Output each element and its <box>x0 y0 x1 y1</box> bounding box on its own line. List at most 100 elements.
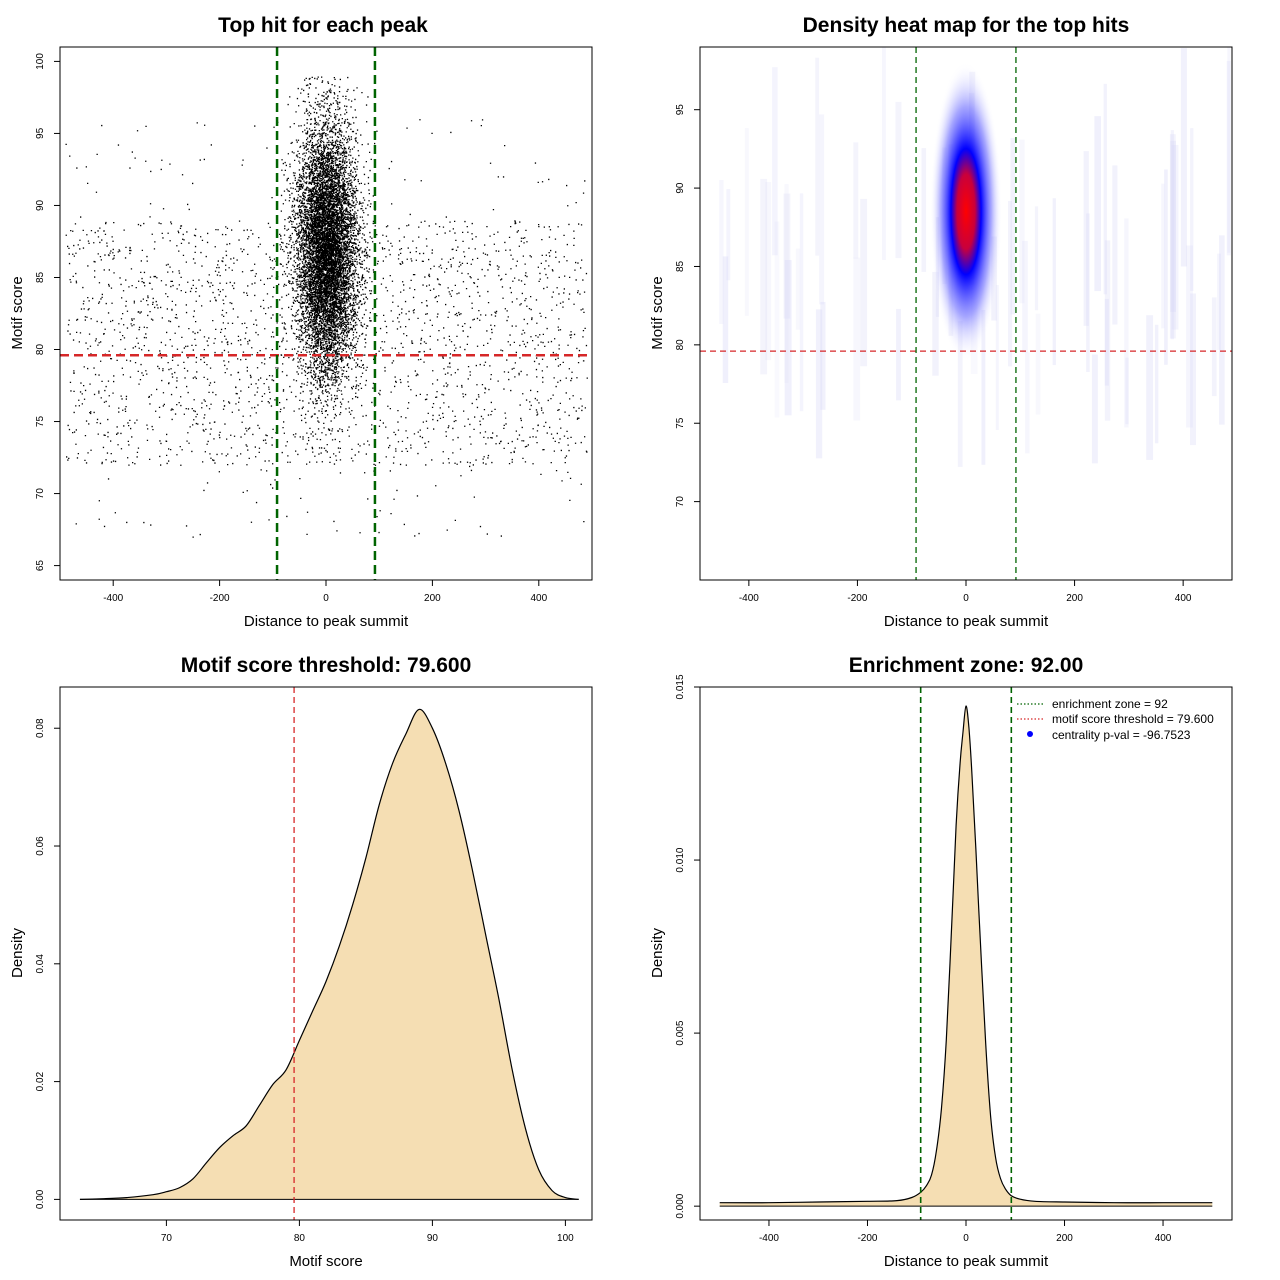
heatmap-faint-cell <box>1103 83 1107 295</box>
y-tick-label: 0.08 <box>35 718 46 738</box>
heatmap-faint-cell <box>1164 169 1168 365</box>
heatmap-faint-cell <box>895 101 902 259</box>
y-tick-label: 90 <box>35 199 46 211</box>
heatmap-faint-cell <box>1227 47 1231 253</box>
heatmap-faint-cell <box>815 309 823 459</box>
heatmap-faint-cell <box>1217 253 1221 350</box>
x-tick-label: -400 <box>103 593 123 604</box>
density-fill <box>719 705 1213 1207</box>
y-tick-label: 65 <box>35 560 46 572</box>
y-tick-label: 0.04 <box>35 954 46 974</box>
y-tick-label: 95 <box>35 127 46 139</box>
score-density-y-label: Density <box>9 927 26 978</box>
heatmap-faint-cell <box>1226 60 1231 256</box>
heatmap-faint-cell <box>896 308 901 401</box>
y-tick-label: 75 <box>35 416 46 428</box>
heatmap-faint-cell <box>1086 213 1090 373</box>
x-tick-label: 0 <box>323 593 329 604</box>
y-tick-label: 95 <box>675 104 686 116</box>
enrichment-y-label: Density <box>649 927 666 978</box>
enrichment-axis-ticks: -400 -200 0 200 400 0.000 0.005 0.010 0.015 <box>675 674 1172 1244</box>
legend-swatch-centrality <box>1027 731 1033 737</box>
y-tick-label: 80 <box>675 339 686 351</box>
heatmap-faint-cell <box>1052 198 1056 366</box>
scatter-axis-ticks: -400 -200 0 200 400 65 70 75 80 85 90 95 100 <box>35 53 548 604</box>
heatmap-faint-cell <box>1124 218 1129 428</box>
scatter-points <box>65 76 588 538</box>
heatmap-faint-cell <box>744 128 749 316</box>
heatmap-faint-cell <box>1190 293 1196 446</box>
heatmap-faint-cell <box>1161 183 1165 329</box>
heatmap-faint-cell <box>1171 144 1179 330</box>
heatmap-field <box>719 47 1231 467</box>
enrichment-legend: enrichment zone = 92 motif score thresho… <box>1017 697 1214 742</box>
x-tick-label: 200 <box>1056 1233 1073 1244</box>
heatmap-faint-cell <box>1190 128 1194 291</box>
heatmap-faint-cell <box>1008 200 1013 367</box>
heatmap-faint-cell <box>1169 134 1176 339</box>
heatmap-faint-cell <box>1112 165 1118 325</box>
heatmap-faint-cell <box>815 57 820 256</box>
x-tick-label: 200 <box>1066 593 1083 604</box>
y-tick-label: 0.00 <box>35 1189 46 1209</box>
heatmap-panel: Density heat map for the top hits -400 -2… <box>649 14 1233 630</box>
density-fill <box>79 709 579 1200</box>
score-density-plot-frame <box>59 686 593 1221</box>
y-tick-label: 70 <box>35 488 46 500</box>
scatter-point-cloud <box>65 76 588 538</box>
heatmap-faint-cell <box>722 256 729 383</box>
heatmap-faint-cell <box>783 193 791 319</box>
heatmap-faint-cell <box>1125 357 1129 425</box>
density-curve <box>719 705 1213 1204</box>
x-tick-label: -200 <box>210 593 230 604</box>
heatmap-faint-cell <box>1170 140 1177 312</box>
y-tick-label: 80 <box>35 344 46 356</box>
heatmap-faint-cell <box>1104 240 1111 421</box>
heatmap-title: Density heat map for the top hits <box>803 14 1130 37</box>
x-tick-label: -400 <box>759 1233 779 1244</box>
heatmap-faint-cell <box>1025 352 1030 454</box>
score-density-panel: Motif score threshold: 79.600 70 80 90 100 0… <box>9 654 593 1270</box>
score-density-axis-ticks: 70 80 90 100 0.00 0.02 0.04 0.06 0.08 <box>35 718 574 1244</box>
heatmap-faint-cell <box>1146 315 1154 460</box>
heatmap-faint-cell <box>860 198 868 367</box>
heatmap-faint-cell <box>1010 137 1016 315</box>
heatmap-faint-cell <box>784 260 792 416</box>
y-tick-label: 0.000 <box>675 1193 686 1218</box>
enrichment-x-label: Distance to peak summit <box>884 1253 1049 1270</box>
x-tick-label: -200 <box>847 593 867 604</box>
heatmap-faint-cell <box>795 248 801 330</box>
y-tick-label: 0.02 <box>35 1071 46 1091</box>
scatter-title: Top hit for each peak <box>218 14 428 37</box>
heatmap-faint-cell <box>1094 116 1101 292</box>
x-tick-label: 400 <box>530 593 547 604</box>
scatter-reference-lines <box>60 47 592 580</box>
heatmap-reference-lines <box>700 47 1232 580</box>
heatmap-faint-cell <box>853 257 861 421</box>
heatmap-faint-cell <box>1180 48 1187 267</box>
heatmap-faint-cell <box>1211 297 1217 397</box>
heatmap-faint-cell <box>1022 240 1028 353</box>
y-tick-label: 75 <box>675 417 686 429</box>
y-tick-label: 0.015 <box>675 674 686 699</box>
score-density-area <box>79 708 579 1200</box>
enrichment-title: Enrichment zone: 92.00 <box>849 654 1084 677</box>
heatmap-faint-cell <box>1186 245 1193 428</box>
legend-entry-centrality: centrality p-val = -96.7523 <box>1052 728 1191 742</box>
heatmap-faint-cell <box>772 67 778 256</box>
x-tick-label: 80 <box>294 1233 306 1244</box>
enrichment-density-area <box>719 705 1213 1207</box>
heatmap-density-peak <box>930 61 1002 362</box>
x-tick-label: 0 <box>963 593 969 604</box>
x-tick-label: 70 <box>161 1233 173 1244</box>
scatter-panel: Top hit for each peak -400 -200 0 200 400 65 7… <box>9 14 593 630</box>
y-tick-label: 85 <box>675 260 686 272</box>
heatmap-axis-ticks: -400 -200 0 200 400 70 75 80 85 90 95 <box>675 104 1192 604</box>
heatmap-faint-cell <box>765 181 772 361</box>
y-tick-label: 85 <box>35 271 46 283</box>
x-tick-label: 0 <box>963 1233 969 1244</box>
legend-entry-enrichment-zone: enrichment zone = 92 <box>1052 697 1168 711</box>
scatter-y-label: Motif score <box>9 276 26 349</box>
x-tick-label: -200 <box>857 1233 877 1244</box>
heatmap-faint-cell <box>853 142 859 259</box>
